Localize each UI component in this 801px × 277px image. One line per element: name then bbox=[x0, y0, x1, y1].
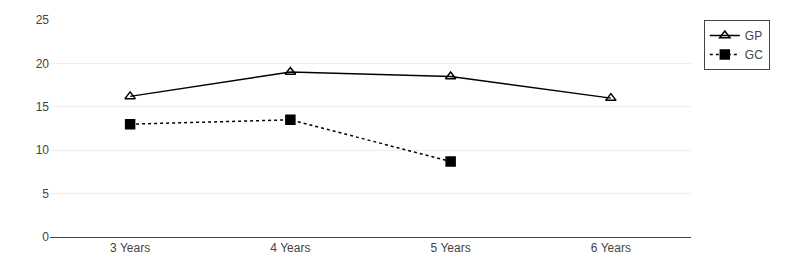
svg-text:6 Years: 6 Years bbox=[591, 241, 631, 255]
svg-text:15: 15 bbox=[36, 100, 50, 114]
svg-text:5 Years: 5 Years bbox=[431, 241, 471, 255]
svg-text:GP: GP bbox=[745, 29, 762, 43]
svg-text:GC: GC bbox=[745, 48, 763, 62]
svg-text:4 Years: 4 Years bbox=[270, 241, 310, 255]
svg-text:0: 0 bbox=[42, 230, 49, 244]
svg-text:20: 20 bbox=[36, 57, 50, 71]
svg-text:5: 5 bbox=[42, 187, 49, 201]
svg-text:3 Years: 3 Years bbox=[110, 241, 150, 255]
svg-text:10: 10 bbox=[36, 143, 50, 157]
svg-text:25: 25 bbox=[36, 13, 50, 27]
